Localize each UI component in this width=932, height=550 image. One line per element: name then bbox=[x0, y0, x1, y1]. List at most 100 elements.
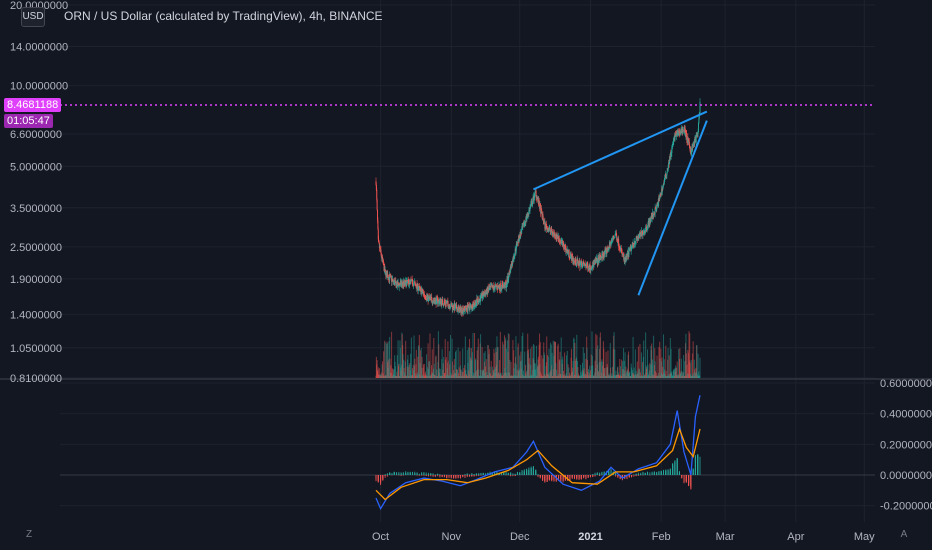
candle-body bbox=[693, 144, 695, 146]
volume-bar bbox=[661, 357, 663, 378]
volume-bar bbox=[512, 340, 514, 378]
candle-body bbox=[487, 287, 489, 290]
candle-body bbox=[498, 285, 500, 288]
time-tick-label: Feb bbox=[652, 531, 671, 543]
time-axis[interactable]: Oct Nov Dec 2021 Feb Mar Apr May bbox=[372, 531, 875, 543]
candle-body bbox=[471, 308, 473, 310]
candle-body bbox=[612, 239, 614, 241]
candle-body bbox=[408, 284, 410, 286]
osc-histogram-bar bbox=[601, 472, 603, 475]
volume-bar bbox=[587, 371, 589, 378]
candle-body bbox=[603, 254, 605, 258]
trendlines[interactable] bbox=[533, 110, 708, 296]
volume-bar bbox=[388, 341, 390, 378]
trendline-upper[interactable] bbox=[533, 110, 708, 191]
osc-histogram-bar bbox=[516, 472, 518, 475]
volume-bar bbox=[449, 364, 451, 378]
candle-body bbox=[437, 300, 439, 303]
candle-body bbox=[689, 145, 691, 149]
osc-histogram-bar bbox=[475, 473, 477, 475]
candle-body bbox=[512, 259, 514, 266]
candle-body bbox=[447, 301, 449, 304]
osc-histogram-bar bbox=[432, 475, 434, 476]
auto-scale-button[interactable]: A bbox=[900, 529, 908, 540]
osc-histogram-bar bbox=[480, 475, 482, 476]
candle-body bbox=[467, 304, 469, 308]
volume-bar bbox=[493, 353, 495, 378]
volume-bar bbox=[543, 354, 545, 378]
currency-button[interactable]: USD bbox=[21, 7, 45, 27]
candle-body bbox=[441, 299, 443, 305]
osc-histogram-bar bbox=[578, 475, 580, 480]
candle-body bbox=[577, 260, 579, 265]
candle-body bbox=[505, 284, 507, 288]
candle-body bbox=[575, 263, 577, 266]
candle-body bbox=[434, 300, 436, 302]
osc-histogram-bar bbox=[576, 475, 578, 479]
candle-body bbox=[410, 280, 412, 282]
candle-body bbox=[562, 240, 564, 243]
candle-body bbox=[435, 297, 437, 305]
osc-histogram-bar bbox=[439, 475, 441, 476]
price-axis[interactable]: 20.000000014.000000010.00000006.60000005… bbox=[10, 0, 68, 385]
volume-bar bbox=[517, 343, 519, 378]
candle-body bbox=[631, 245, 633, 248]
osc-histogram-bar bbox=[658, 472, 660, 475]
candle-body bbox=[587, 269, 589, 271]
candle-body bbox=[507, 276, 509, 284]
volume-bar bbox=[389, 336, 391, 378]
osc-histogram-bar bbox=[491, 473, 493, 475]
trendline-lower[interactable] bbox=[637, 120, 708, 296]
candle-body bbox=[463, 306, 465, 311]
osc-histogram-bar bbox=[592, 473, 594, 475]
volume-bar bbox=[681, 371, 683, 378]
osc-histogram-bar bbox=[615, 475, 617, 477]
osc-histogram-bar bbox=[512, 475, 514, 477]
candle-body bbox=[606, 251, 608, 255]
volume-bar bbox=[464, 336, 466, 378]
volume-bar bbox=[478, 369, 480, 378]
candle-body bbox=[691, 150, 693, 154]
volume-bar bbox=[520, 351, 522, 378]
osc-histogram-bar bbox=[637, 472, 639, 475]
candle-body bbox=[540, 208, 542, 211]
volume-bar bbox=[691, 353, 693, 378]
osc-histogram-bar bbox=[681, 475, 683, 479]
osc-histogram-bar bbox=[418, 474, 420, 475]
volume-bar bbox=[445, 357, 447, 378]
candle-body bbox=[529, 206, 531, 211]
osc-histogram-bar bbox=[491, 472, 493, 475]
osc-histogram-bar bbox=[393, 471, 395, 475]
price-tick-label: 1.0500000 bbox=[10, 343, 62, 355]
candle-body bbox=[694, 138, 696, 144]
osc-histogram-bar bbox=[635, 473, 637, 475]
candle-body bbox=[592, 262, 594, 265]
candle-body bbox=[494, 288, 496, 291]
volume-bar bbox=[447, 360, 449, 378]
candle-body bbox=[630, 247, 632, 252]
candle-body bbox=[607, 246, 609, 250]
candle-body bbox=[618, 246, 620, 249]
candle-body bbox=[640, 233, 642, 237]
volume-bar bbox=[680, 358, 682, 378]
oscillator-axis[interactable]: 0.6000000 0.4000000 0.2000000 0.0000000 -0.2… bbox=[880, 378, 932, 513]
candle-body bbox=[392, 281, 394, 283]
candle-body bbox=[646, 227, 648, 231]
volume-bar bbox=[541, 355, 543, 378]
candle-body bbox=[443, 304, 445, 305]
scale-button[interactable]: Z bbox=[25, 529, 33, 540]
candle-body bbox=[518, 235, 520, 241]
candle-body bbox=[639, 232, 641, 238]
volume-bar bbox=[516, 369, 518, 378]
candle-body bbox=[659, 193, 661, 195]
candle-body bbox=[685, 133, 687, 137]
candle-body bbox=[592, 262, 594, 268]
osc-histogram-bar bbox=[382, 475, 384, 479]
candle-body bbox=[461, 312, 463, 314]
volume-bar bbox=[515, 336, 517, 378]
volume-bar bbox=[683, 354, 685, 378]
candle-body bbox=[510, 265, 512, 273]
candle-body bbox=[655, 208, 657, 210]
volume-bar bbox=[635, 370, 637, 378]
